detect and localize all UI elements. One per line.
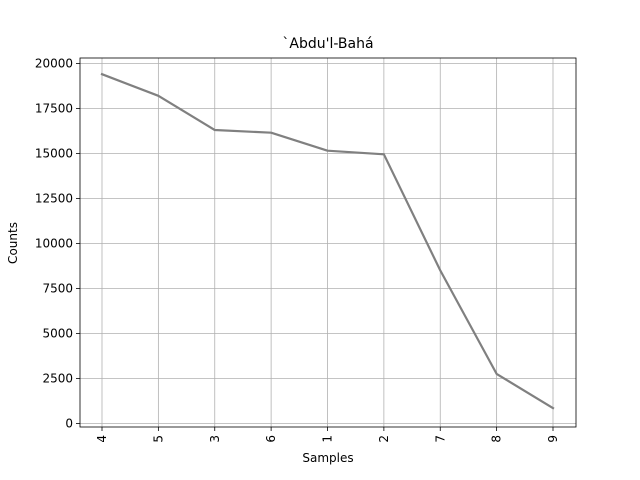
series-layer — [100, 72, 555, 410]
x-tick-label: 6 — [264, 435, 278, 443]
y-tick-label: 12500 — [35, 191, 73, 205]
x-tick-label: 8 — [490, 435, 504, 443]
y-tick-label: 7500 — [42, 281, 73, 295]
x-tick-label: 1 — [321, 435, 335, 443]
plot-frame — [79, 57, 577, 428]
y-tick-label: 10000 — [35, 236, 73, 250]
x-tick-label: 5 — [151, 435, 165, 443]
tick-layer: 0 2500 5000 7500 10000 12500 15000 17500 20000 4 5… — [35, 56, 560, 442]
y-tick-label: 20000 — [35, 56, 73, 70]
y-tick-label: 2500 — [42, 371, 73, 385]
y-tick-label: 15000 — [35, 146, 73, 160]
grid-layer — [80, 58, 576, 427]
series-line — [100, 72, 555, 410]
x-tick-label: 2 — [377, 435, 391, 443]
x-tick-label: 3 — [208, 435, 222, 443]
y-tick-label: 0 — [65, 416, 73, 430]
y-tick-label: 5000 — [42, 326, 73, 340]
x-tick-label: 4 — [95, 435, 109, 443]
y-tick-label: 17500 — [35, 101, 73, 115]
chart-title: `Abdu'l-Bahá — [282, 36, 373, 52]
x-tick-label: 7 — [433, 435, 447, 443]
x-tick-label: 9 — [546, 435, 560, 443]
y-axis-title: Counts — [6, 222, 20, 264]
x-axis-title: Samples — [302, 451, 353, 465]
